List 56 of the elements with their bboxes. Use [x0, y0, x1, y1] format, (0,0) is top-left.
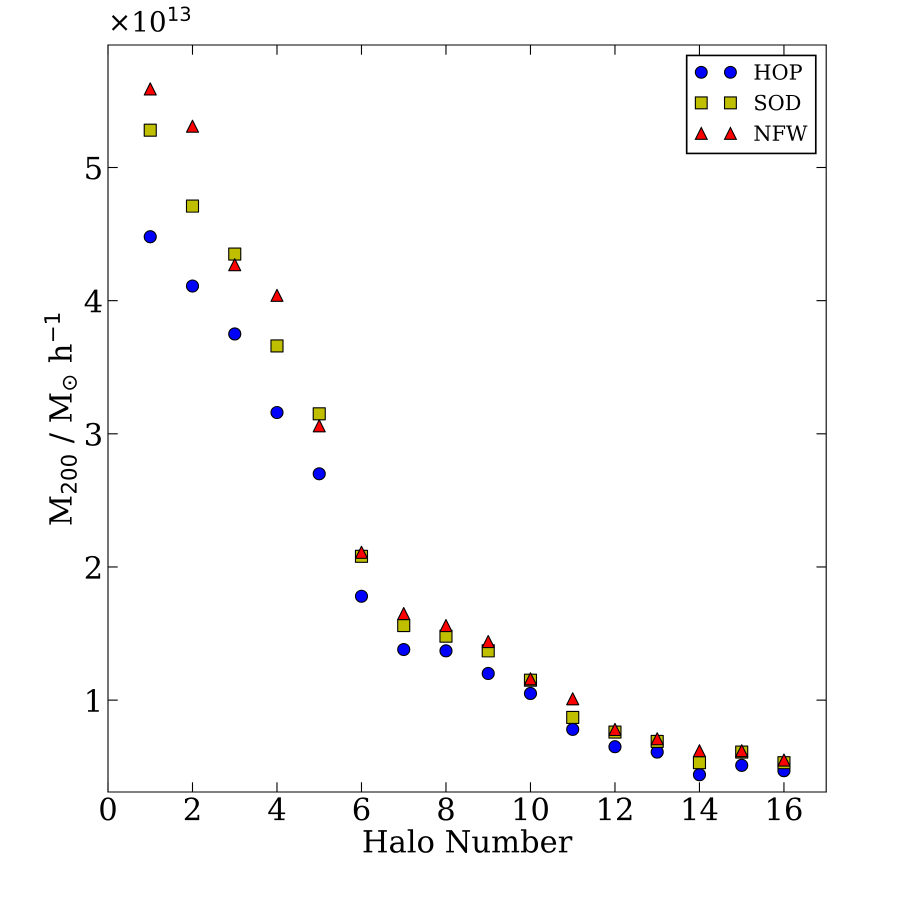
point — [608, 722, 622, 736]
point — [228, 247, 242, 261]
text: ×10$^{13}$ — [112, 6, 190, 32]
x-tick-label: 14 — [684, 797, 718, 820]
x-tick-label: 12 — [599, 797, 632, 820]
legend-label: NFW — [754, 126, 808, 142]
y-tick-label: 2 — [86, 556, 100, 579]
point — [566, 692, 580, 706]
point — [566, 710, 580, 724]
x-tick-label: 0 — [100, 797, 116, 821]
point — [354, 546, 368, 559]
point — [397, 642, 410, 656]
legend-label: HOP — [754, 64, 802, 80]
point — [228, 327, 242, 341]
y-tick-label: 1 — [87, 689, 99, 712]
point — [397, 607, 410, 620]
y-axis-title: M$_{200}$ / M$_{⊙}$ h$^{−1}$ — [44, 314, 77, 525]
x-tick-label: 10 — [514, 797, 548, 821]
point — [650, 732, 664, 746]
point — [524, 686, 538, 700]
x-tick-label: 8 — [438, 797, 454, 821]
point — [777, 753, 791, 767]
point — [566, 722, 580, 736]
point — [312, 419, 326, 432]
point — [270, 406, 284, 420]
point — [439, 644, 453, 658]
point — [228, 258, 242, 272]
point — [186, 279, 200, 293]
point — [397, 618, 410, 632]
x-axis-title: Halo Number — [364, 829, 572, 853]
point — [144, 82, 157, 96]
point — [482, 634, 495, 648]
y-tick-label: 3 — [86, 422, 101, 446]
point — [270, 339, 284, 352]
point — [312, 407, 326, 420]
y-tick-label: 4 — [84, 290, 102, 312]
y-tick-label: 5 — [86, 156, 101, 180]
point — [692, 744, 706, 758]
x-tick-label: 4 — [268, 797, 286, 820]
point — [482, 666, 495, 680]
point — [270, 288, 284, 302]
point — [354, 590, 368, 603]
x-tick-label: 2 — [184, 797, 200, 820]
point — [608, 740, 622, 754]
point — [692, 756, 706, 770]
point — [186, 120, 200, 133]
point — [144, 230, 157, 244]
legend-label: SOD — [755, 94, 800, 110]
point — [439, 618, 453, 632]
point — [312, 467, 326, 480]
x-tick-label: 6 — [354, 797, 370, 821]
x-tick-label: 16 — [768, 797, 802, 821]
point — [186, 200, 200, 213]
point — [144, 124, 157, 137]
point — [692, 768, 706, 782]
point — [735, 758, 748, 772]
